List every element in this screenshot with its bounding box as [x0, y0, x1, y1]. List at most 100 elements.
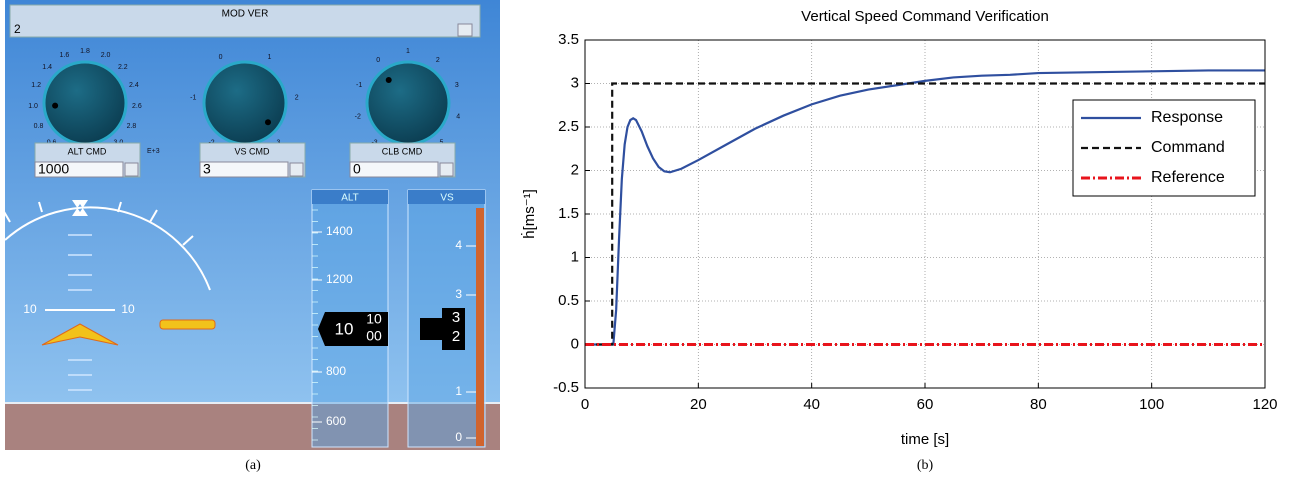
y-tick-label: 2.5 [558, 118, 579, 135]
reference-bar [159, 319, 216, 330]
knob-scale-label: -1 [356, 82, 362, 89]
alt-tick-label: 800 [326, 364, 346, 378]
knob-scale-label: 1.4 [42, 64, 52, 71]
y-tick-label: 0 [571, 335, 579, 352]
alt-readout-main: 10 [335, 319, 354, 338]
knob-scale-label: 0 [376, 57, 380, 64]
knob-scale-label: 1.0 [28, 103, 38, 110]
knob-exponent: E+3 [147, 148, 160, 155]
roll-pointer [72, 200, 88, 216]
command-input[interactable] [34, 161, 124, 178]
vs-readout-upper: 3 [452, 309, 460, 326]
knob-scale-label: 2 [295, 94, 299, 101]
spinner[interactable] [457, 23, 473, 37]
chart-title: Vertical Speed Command Verification [801, 8, 1049, 25]
vs-readout [420, 308, 465, 350]
knob-scale-label: 2.0 [101, 52, 111, 59]
mode-box[interactable] [9, 4, 481, 38]
y-tick-label: 3 [571, 74, 579, 91]
x-tick-label: 0 [581, 396, 589, 413]
alt-header [312, 190, 388, 204]
knob-scale-label: 1.8 [80, 48, 90, 55]
knob[interactable] [365, 60, 451, 146]
spinner[interactable] [439, 162, 454, 177]
x-tick-label: 20 [690, 396, 707, 413]
x-tick-label: 60 [917, 396, 934, 413]
command-value: 0 [353, 161, 361, 177]
series-line [585, 69, 1265, 346]
vs-tick-label: 3 [455, 287, 462, 301]
alt-readout [318, 312, 388, 346]
knob-scale-label: 2.4 [129, 82, 139, 89]
roll-arc [4, 206, 211, 291]
spinner[interactable] [289, 162, 304, 177]
knob-scale-label: 1.2 [31, 82, 41, 89]
knob-scale-label: 1 [406, 48, 410, 55]
pitch-label: 10 [121, 302, 135, 316]
command-label: VS CMD [234, 146, 270, 156]
plot-frame [584, 39, 1266, 389]
command-input[interactable] [199, 161, 289, 178]
x-tick-label: 120 [1252, 396, 1277, 413]
knob-scale-label: 3 [455, 82, 459, 89]
alt-title: ALT [341, 193, 359, 204]
knob-pointer [52, 102, 59, 109]
knob-scale-label: 0.8 [34, 123, 44, 130]
command-input[interactable] [349, 161, 439, 178]
alt-tick-label: 600 [326, 414, 346, 428]
vs-tick-label: 1 [455, 384, 462, 398]
caption: (a) [245, 458, 261, 473]
knob-scale-label: 0 [219, 54, 223, 61]
y-tick-label: 2 [571, 161, 579, 178]
legend-label: Command [1151, 139, 1225, 156]
mode-label: MOD VER [222, 9, 269, 20]
command-value: 1000 [38, 161, 69, 177]
legend-label: Reference [1151, 169, 1225, 186]
y-tick-label: 1.5 [558, 205, 579, 222]
mode-value: 2 [14, 22, 21, 36]
knob-scale-label: 2 [436, 57, 440, 64]
alt-tick-label: 1200 [326, 272, 353, 286]
y-tick-label: 0.5 [558, 292, 579, 309]
spinner[interactable] [124, 162, 139, 177]
knob-pointer [264, 119, 271, 126]
legend: Response Command Reference [1072, 99, 1256, 197]
x-axis-label: time [s] [901, 431, 949, 448]
pitch-ladder [45, 234, 115, 391]
vs-tick-label: 0 [455, 430, 462, 444]
caption: (b) [917, 458, 934, 473]
vs-readout-lower: 2 [452, 328, 460, 345]
x-tick-label: 80 [1030, 396, 1047, 413]
legend-label: Response [1151, 109, 1223, 126]
knob-scale-label: 1.6 [60, 52, 70, 59]
knob-scale-label: 4 [456, 113, 460, 120]
vs-tick-label: 4 [455, 238, 462, 252]
y-tick-label: 1 [571, 248, 579, 265]
alt-readout-lower: 00 [366, 328, 382, 344]
pitch-label: 10 [23, 302, 37, 316]
chart: Vertical Speed Command Verification time… [520, 8, 1278, 473]
roll-ticks [2, 201, 194, 246]
alt-tick-label: 1400 [326, 224, 353, 238]
knob-scale-label: 2.2 [118, 64, 128, 71]
cockpit-panel: MOD VER 2 10 10 ALT VS 10 10 00 3 2 (a) … [2, 0, 500, 473]
knob-scale-label: 1 [267, 54, 271, 61]
command-label: CLB CMD [382, 146, 423, 156]
aircraft-symbol [41, 323, 119, 346]
vs-scale-strip [476, 208, 484, 446]
knob-scale-label: -1 [190, 94, 196, 101]
vs-title: VS [440, 193, 454, 204]
alt-readout-upper: 10 [366, 311, 382, 327]
command-label: ALT CMD [68, 146, 107, 156]
y-axis-label: ḣ[ms⁻¹] [520, 189, 538, 239]
vs-header [408, 190, 485, 204]
knob[interactable] [202, 60, 288, 146]
y-tick-label: 3.5 [558, 31, 579, 48]
knob-scale-label: 2.6 [132, 103, 142, 110]
knob-scale-label: -2 [355, 113, 361, 120]
knob-scale-label: 2.8 [127, 123, 137, 130]
x-tick-label: 100 [1139, 396, 1164, 413]
y-tick-label: -0.5 [553, 379, 579, 396]
command-value: 3 [203, 161, 211, 177]
